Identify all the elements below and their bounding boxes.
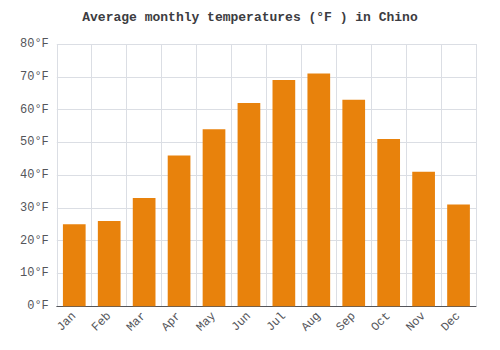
svg-text:Nov: Nov bbox=[403, 309, 428, 334]
svg-text:Aug: Aug bbox=[299, 309, 324, 334]
svg-text:Jun: Jun bbox=[229, 309, 254, 334]
svg-text:Sep: Sep bbox=[334, 309, 359, 334]
svg-text:70°F: 70°F bbox=[20, 70, 49, 84]
svg-text:20°F: 20°F bbox=[20, 234, 49, 248]
svg-text:60°F: 60°F bbox=[20, 103, 49, 117]
svg-text:Jul: Jul bbox=[264, 309, 289, 334]
svg-text:Average monthly temperatures (: Average monthly temperatures (°F ) in Ch… bbox=[82, 10, 418, 25]
svg-text:50°F: 50°F bbox=[20, 135, 49, 149]
svg-text:10°F: 10°F bbox=[20, 266, 49, 280]
svg-text:Feb: Feb bbox=[89, 309, 114, 334]
svg-text:Oct: Oct bbox=[368, 309, 393, 334]
svg-text:40°F: 40°F bbox=[20, 168, 49, 182]
svg-text:Jan: Jan bbox=[54, 309, 79, 334]
svg-text:80°F: 80°F bbox=[20, 37, 49, 51]
svg-text:May: May bbox=[194, 309, 219, 334]
svg-text:0°F: 0°F bbox=[27, 299, 49, 313]
svg-text:30°F: 30°F bbox=[20, 201, 49, 215]
svg-text:Dec: Dec bbox=[438, 309, 463, 334]
svg-text:Mar: Mar bbox=[124, 309, 149, 334]
svg-text:Apr: Apr bbox=[159, 309, 184, 334]
